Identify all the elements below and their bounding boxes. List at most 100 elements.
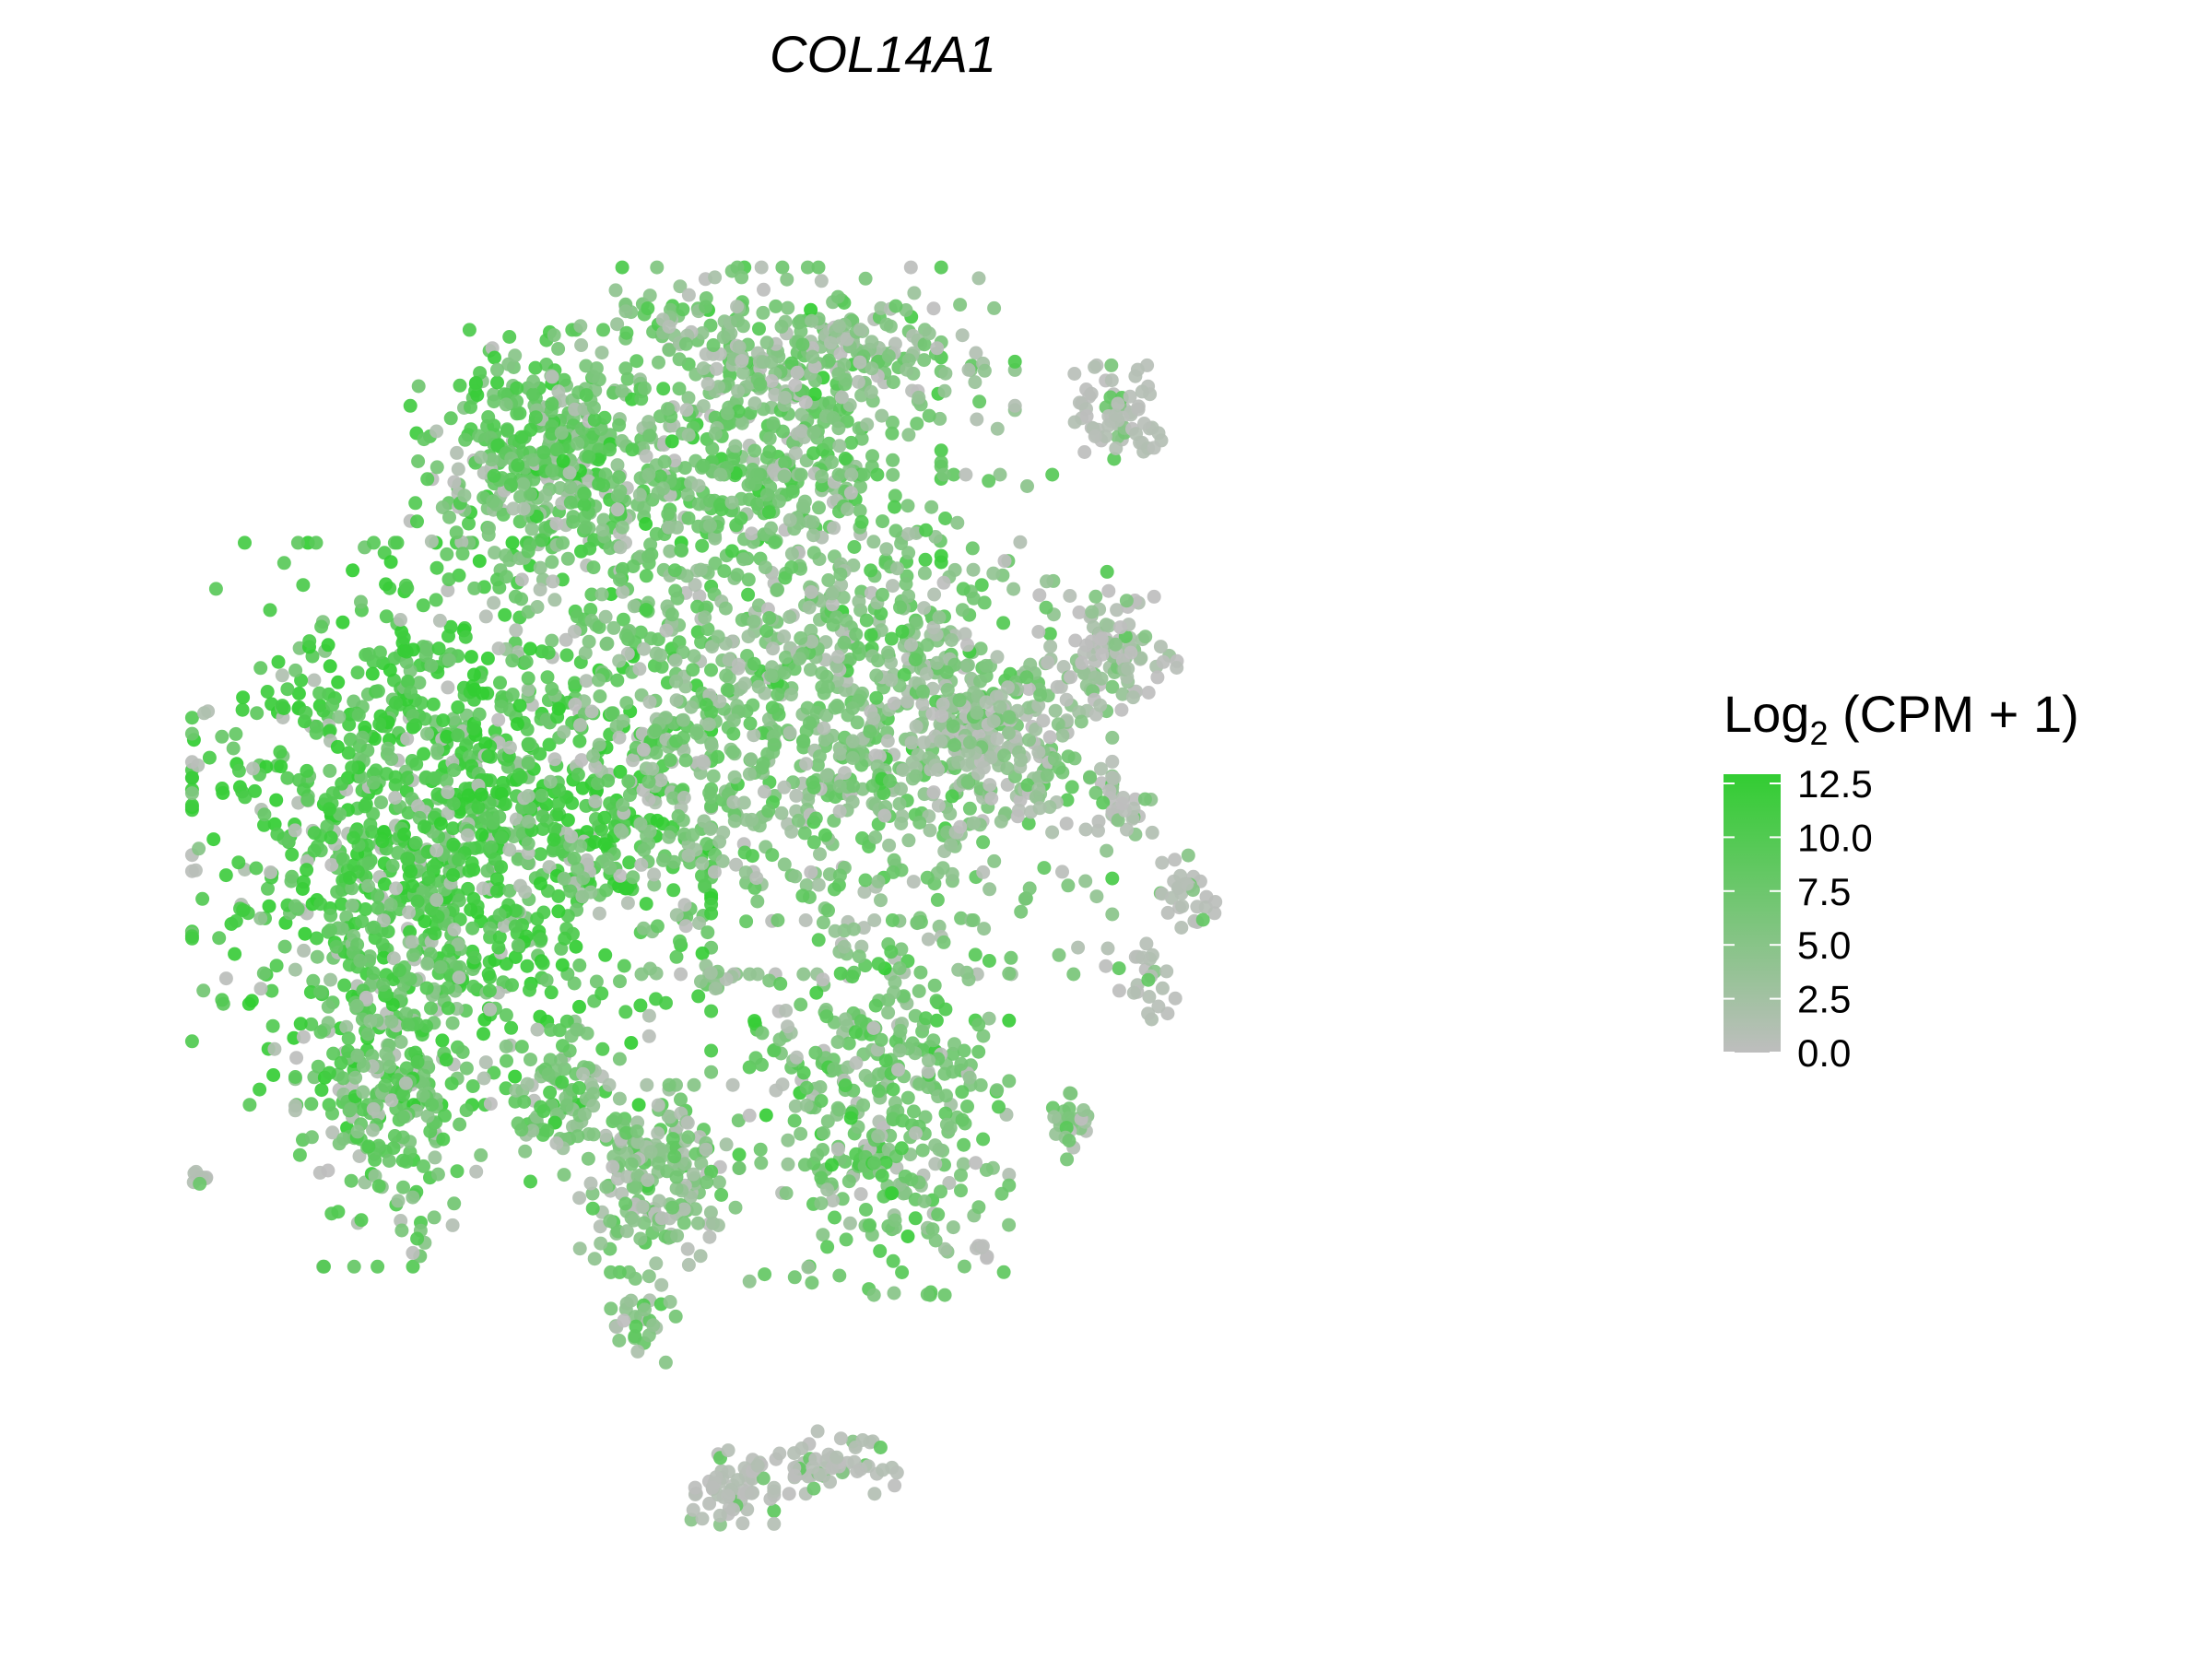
scatter-point (795, 888, 810, 903)
scatter-point (188, 863, 203, 877)
scatter-point (1055, 865, 1069, 879)
scatter-point (596, 323, 610, 337)
scatter-point (735, 354, 749, 369)
scatter-point (702, 518, 717, 533)
scatter-point (932, 610, 947, 625)
scatter-point (789, 1050, 804, 1065)
scatter-point (886, 467, 900, 482)
scatter-point (870, 467, 885, 482)
scatter-point (882, 773, 897, 788)
scatter-point (642, 288, 657, 303)
scatter-point (603, 442, 617, 457)
scatter-point (899, 577, 913, 591)
scatter-point (586, 400, 601, 415)
scatter-point (656, 382, 671, 396)
scatter-point (215, 782, 229, 795)
scatter-point (307, 1070, 322, 1085)
scatter-point (566, 514, 581, 529)
scatter-point (290, 535, 305, 550)
scatter-point (567, 851, 582, 865)
scatter-point (425, 1098, 440, 1112)
scatter-point (417, 432, 431, 447)
scatter-point (601, 773, 616, 788)
scatter-point (408, 718, 423, 733)
scatter-point (649, 992, 664, 1006)
scatter-point (693, 562, 708, 577)
scatter-point (904, 735, 919, 750)
scatter-point (348, 1070, 363, 1085)
scatter-point (661, 507, 676, 522)
scatter-point (828, 700, 842, 715)
scatter-point (997, 748, 1011, 763)
scatter-point (832, 439, 847, 453)
scatter-point (440, 773, 454, 788)
scatter-point (799, 1098, 814, 1112)
scatter-point (396, 1180, 410, 1194)
scatter-point (482, 983, 497, 998)
scatter-points (184, 260, 1223, 1532)
scatter-point (681, 288, 696, 302)
scatter-point (411, 379, 426, 394)
scatter-point (882, 838, 897, 853)
scatter-point (761, 505, 776, 520)
scatter-point (488, 852, 502, 866)
scatter-point (730, 300, 745, 314)
scatter-point (652, 1156, 665, 1171)
scatter-point (545, 396, 559, 411)
scatter-point (586, 1127, 601, 1142)
scatter-point (535, 956, 550, 971)
scatter-point (812, 749, 827, 764)
scatter-point (761, 804, 776, 818)
scatter-point (920, 638, 935, 653)
scatter-point (619, 1125, 634, 1140)
scatter-point (1031, 745, 1046, 759)
scatter-point (489, 872, 504, 887)
scatter-point (568, 697, 582, 712)
scatter-point (610, 502, 625, 517)
scatter-point (508, 589, 523, 604)
scatter-point (824, 335, 838, 350)
scatter-point (420, 957, 435, 971)
scatter-point (1208, 895, 1223, 909)
scatter-point (325, 698, 340, 712)
scatter-point (741, 572, 756, 587)
scatter-point (1023, 657, 1038, 672)
scatter-point (691, 989, 706, 1004)
scatter-point (661, 402, 675, 417)
scatter-point (918, 552, 933, 567)
scatter-point (475, 828, 489, 842)
scatter-point (361, 878, 375, 893)
scatter-point (641, 1269, 656, 1284)
scatter-point (720, 406, 735, 421)
scatter-point (700, 377, 715, 391)
scatter-point (539, 973, 554, 988)
scatter-point (492, 908, 507, 923)
scatter-point (367, 920, 382, 935)
scatter-point (955, 328, 970, 343)
scatter-point (686, 663, 700, 677)
scatter-point (1002, 1074, 1017, 1088)
scatter-point (910, 417, 924, 431)
scatter-point (810, 1147, 825, 1162)
scatter-point (924, 500, 939, 514)
scatter-point (526, 387, 540, 402)
scatter-point (928, 1157, 943, 1171)
scatter-point (612, 653, 627, 668)
scatter-point (1095, 647, 1110, 662)
scatter-point (530, 912, 545, 926)
scatter-point (805, 313, 819, 328)
scatter-point (622, 788, 637, 803)
scatter-point (954, 1183, 968, 1198)
scatter-point (744, 752, 759, 767)
scatter-point (628, 1271, 642, 1286)
scatter-point (1064, 670, 1078, 685)
scatter-point (218, 868, 233, 883)
scatter-point (583, 1176, 598, 1191)
scatter-point (853, 1187, 868, 1202)
scatter-point (536, 1104, 551, 1119)
scatter-point (310, 949, 324, 964)
scatter-point (555, 958, 570, 972)
scatter-point (289, 1051, 304, 1065)
scatter-point (913, 965, 928, 980)
scatter-point (474, 450, 488, 465)
